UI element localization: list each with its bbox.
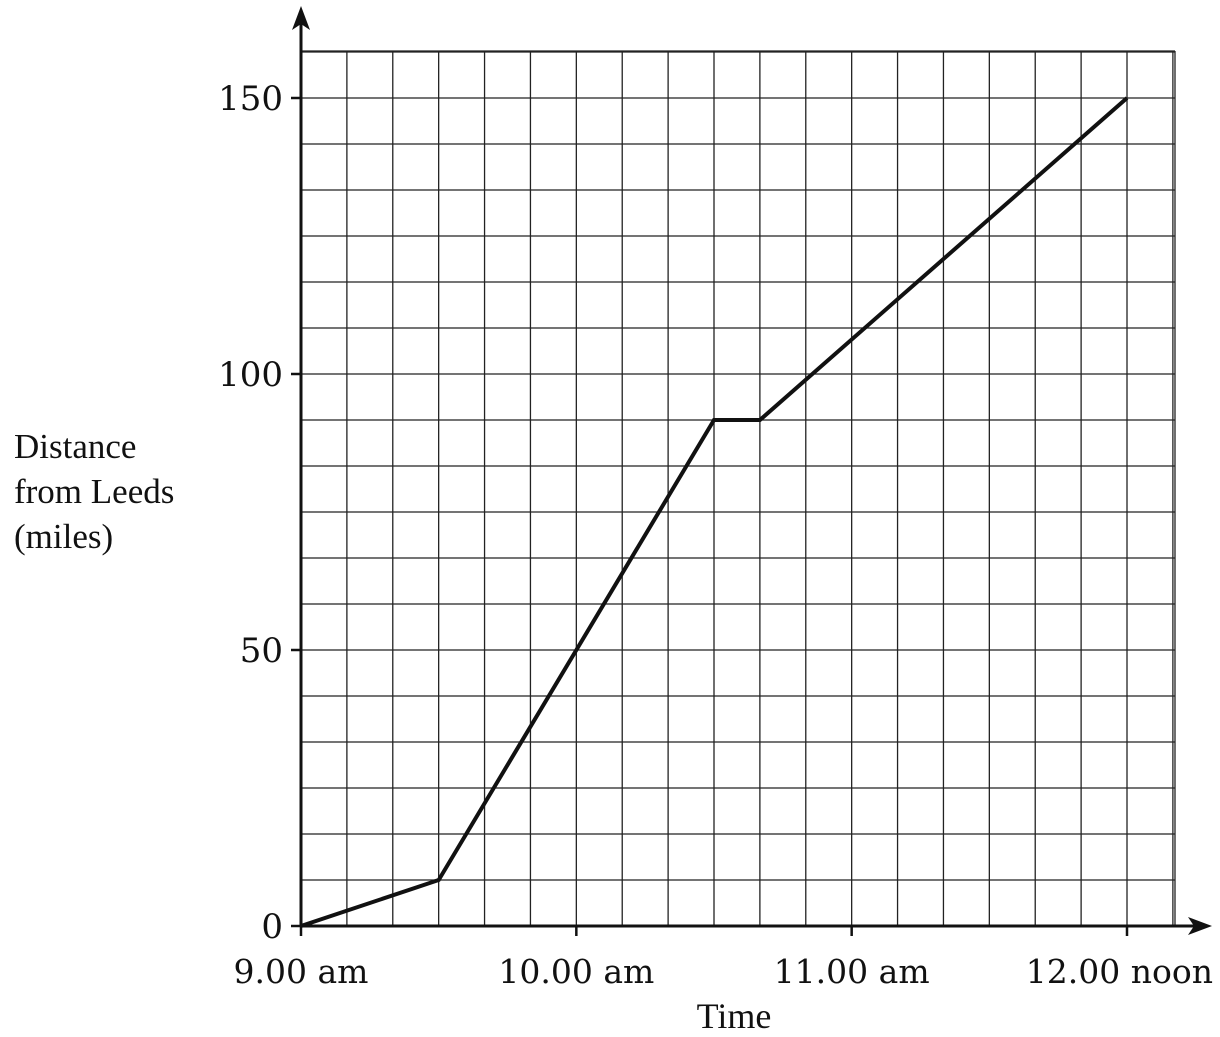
grid: [301, 51, 1175, 926]
y-tick-label: 100: [218, 355, 283, 395]
y-axis-label-line-1: Distance: [14, 424, 174, 469]
x-tick-label: 9.00 am: [234, 952, 369, 991]
x-tick-label: 10.00 am: [498, 952, 654, 991]
y-tick-labels: 0 50 100 150: [218, 79, 283, 947]
x-axis-label-wrap: Time: [0, 995, 1220, 1037]
x-tick-labels: 9.00 am 10.00 am 11.00 am 12.00 noon: [234, 952, 1213, 991]
y-tick-label: 0: [261, 907, 283, 947]
y-tick-label: 50: [240, 631, 283, 671]
y-axis-label: Distance from Leeds (miles): [14, 424, 174, 559]
x-axis-label: Time: [697, 996, 772, 1036]
x-tick-label: 12.00 noon: [1026, 952, 1213, 991]
y-tick-label: 150: [218, 79, 283, 119]
y-axis-label-line-2: from Leeds: [14, 469, 174, 514]
x-tick-label: 11.00 am: [774, 952, 930, 991]
y-axis-label-line-3: (miles): [14, 514, 174, 559]
